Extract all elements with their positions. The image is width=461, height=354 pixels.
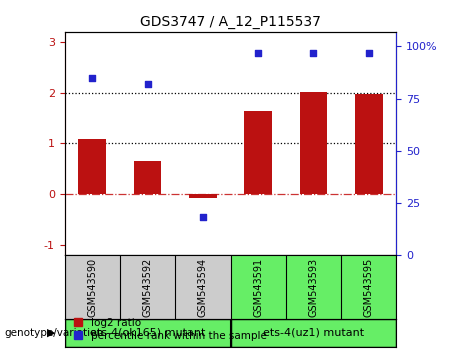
Text: GSM543591: GSM543591 [253, 258, 263, 317]
Legend: log2 ratio, percentile rank within the sample: log2 ratio, percentile rank within the s… [70, 314, 271, 345]
Text: GSM543592: GSM543592 [142, 258, 153, 317]
Bar [134, 161, 161, 194]
Bar [65, 319, 230, 347]
Text: ets-4(uz1) mutant: ets-4(uz1) mutant [263, 328, 364, 338]
Bar [78, 139, 106, 194]
Text: genotype/variation: genotype/variation [5, 328, 104, 338]
Text: GSM543595: GSM543595 [364, 258, 374, 317]
Text: GSM543594: GSM543594 [198, 258, 208, 317]
Text: GSM543590: GSM543590 [87, 258, 97, 317]
Bar [300, 92, 327, 194]
Bar [230, 255, 396, 319]
Bar [355, 94, 383, 194]
Bar [230, 319, 396, 347]
Point [310, 50, 317, 56]
Point [199, 215, 207, 220]
Point [254, 50, 262, 56]
Point [144, 81, 151, 87]
Bar [244, 112, 272, 194]
Point [365, 50, 372, 56]
Text: ets-4(ok165) mutant: ets-4(ok165) mutant [90, 328, 205, 338]
Point [89, 75, 96, 81]
Title: GDS3747 / A_12_P115537: GDS3747 / A_12_P115537 [140, 16, 321, 29]
Text: GSM543593: GSM543593 [308, 258, 319, 317]
Text: ▶: ▶ [47, 328, 55, 338]
Bar [189, 194, 217, 198]
